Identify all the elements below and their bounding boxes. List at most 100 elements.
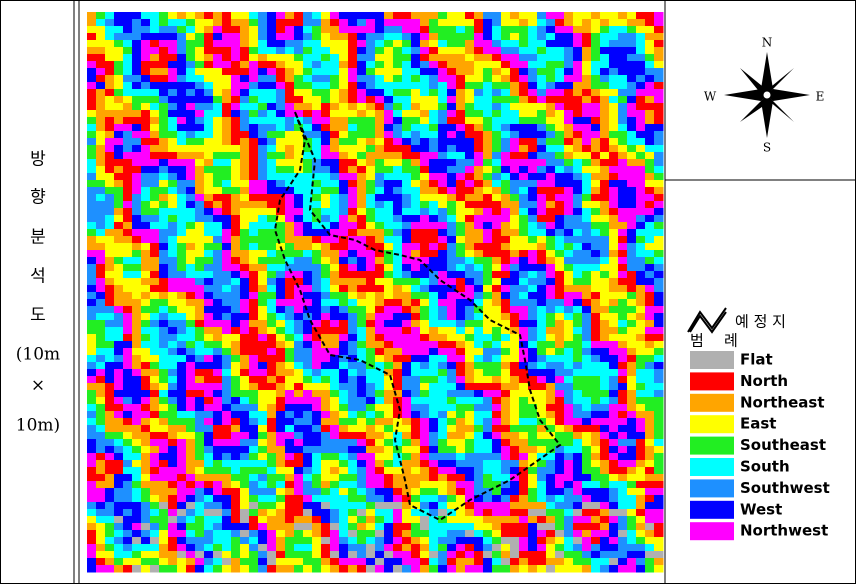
map-cell	[609, 173, 619, 181]
map-cell	[528, 96, 538, 104]
map-cell	[303, 271, 313, 279]
map-cell	[294, 411, 304, 419]
map-cell	[114, 124, 124, 132]
map-cell	[204, 509, 214, 517]
map-cell	[483, 166, 493, 174]
map-cell	[429, 117, 439, 125]
map-cell	[465, 47, 475, 55]
map-cell	[96, 446, 106, 454]
map-cell	[168, 355, 178, 363]
map-cell	[555, 61, 565, 69]
map-cell	[168, 250, 178, 258]
map-cell	[618, 285, 628, 293]
map-cell	[339, 369, 349, 377]
map-cell	[177, 446, 187, 454]
map-cell	[555, 537, 565, 545]
map-cell	[186, 544, 196, 552]
map-cell	[267, 89, 277, 97]
map-cell	[510, 124, 520, 132]
map-cell	[591, 180, 601, 188]
map-cell	[492, 103, 502, 111]
map-cell	[627, 117, 637, 125]
map-cell	[339, 96, 349, 104]
map-cell	[177, 264, 187, 272]
map-cell	[546, 397, 556, 405]
map-cell	[150, 194, 160, 202]
map-cell	[474, 124, 484, 132]
map-cell	[231, 292, 241, 300]
map-cell	[420, 89, 430, 97]
map-cell	[483, 75, 493, 83]
map-cell	[267, 54, 277, 62]
map-cell	[528, 145, 538, 153]
map-cell	[114, 481, 124, 489]
map-cell	[654, 362, 664, 370]
map-cell	[222, 103, 232, 111]
map-cell	[294, 271, 304, 279]
map-cell	[114, 187, 124, 195]
map-cell	[546, 103, 556, 111]
map-cell	[555, 397, 565, 405]
map-cell	[447, 453, 457, 461]
map-cell	[231, 313, 241, 321]
map-cell	[420, 110, 430, 118]
map-cell	[231, 26, 241, 34]
map-cell	[231, 33, 241, 41]
map-cell	[258, 285, 268, 293]
map-cell	[357, 124, 367, 132]
map-cell	[375, 271, 385, 279]
map-cell	[96, 355, 106, 363]
map-cell	[186, 26, 196, 34]
map-cell	[636, 530, 646, 538]
map-cell	[96, 110, 106, 118]
map-cell	[636, 390, 646, 398]
map-cell	[312, 96, 322, 104]
map-cell	[618, 180, 628, 188]
map-cell	[600, 12, 610, 20]
map-cell	[186, 460, 196, 468]
map-cell	[501, 285, 511, 293]
map-cell	[474, 383, 484, 391]
map-cell	[654, 75, 664, 83]
map-cell	[582, 89, 592, 97]
map-cell	[213, 166, 223, 174]
map-cell	[501, 180, 511, 188]
map-cell	[132, 530, 142, 538]
map-cell	[537, 131, 547, 139]
map-cell	[501, 418, 511, 426]
map-cell	[204, 299, 214, 307]
map-cell	[618, 313, 628, 321]
map-cell	[204, 215, 214, 223]
map-cell	[366, 292, 376, 300]
map-cell	[393, 236, 403, 244]
map-cell	[384, 327, 394, 335]
map-cell	[384, 453, 394, 461]
map-cell	[474, 481, 484, 489]
map-cell	[519, 124, 529, 132]
map-cell	[285, 439, 295, 447]
map-cell	[402, 19, 412, 27]
map-cell	[375, 502, 385, 510]
map-cell	[564, 474, 574, 482]
map-cell	[564, 110, 574, 118]
map-cell	[618, 68, 628, 76]
map-cell	[411, 425, 421, 433]
map-cell	[546, 439, 556, 447]
map-cell	[204, 61, 214, 69]
map-cell	[114, 264, 124, 272]
map-cell	[510, 215, 520, 223]
map-cell	[357, 292, 367, 300]
map-cell	[321, 243, 331, 251]
map-cell	[159, 537, 169, 545]
map-cell	[618, 208, 628, 216]
map-cell	[636, 26, 646, 34]
map-cell	[195, 327, 205, 335]
map-cell	[348, 509, 358, 517]
map-cell	[213, 271, 223, 279]
map-cell	[609, 397, 619, 405]
map-cell	[276, 306, 286, 314]
map-cell	[294, 467, 304, 475]
map-cell	[384, 257, 394, 265]
map-cell	[348, 12, 358, 20]
map-cell	[249, 194, 259, 202]
